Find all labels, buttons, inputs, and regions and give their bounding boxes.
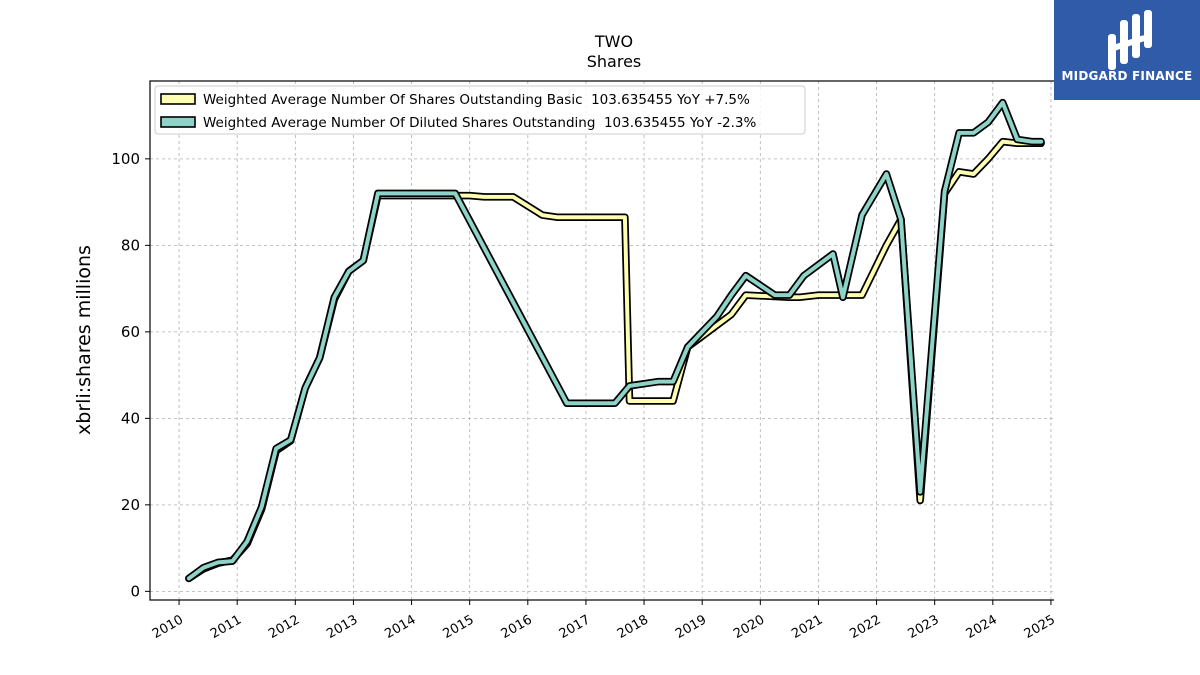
series-1 — [185, 98, 1045, 583]
x-tick-label: 2012 — [266, 612, 302, 642]
x-tick-label: 2014 — [382, 612, 418, 642]
y-tick-label: 40 — [121, 409, 140, 427]
shares-chart: TWO Shares 0 20 40 60 80 100 2010 2011 2012 2013… — [73, 32, 1054, 642]
legend-swatch-diluted — [160, 116, 196, 128]
x-tick-label: 2011 — [208, 612, 244, 642]
x-tick-label: 2016 — [499, 612, 535, 642]
y-tick-label: 0 — [130, 582, 140, 600]
legend-box — [154, 85, 806, 135]
x-tick-label: 2022 — [847, 612, 883, 642]
y-tick-label: 20 — [121, 496, 140, 514]
brand-logo: MIDGARD FINANCE — [1054, 0, 1200, 100]
y-axis-label: xbrli:shares millions — [73, 245, 95, 435]
legend-label-basic: Weighted Average Number Of Shares Outsta… — [203, 92, 750, 108]
x-tick-label: 2023 — [906, 612, 942, 642]
x-tick-label: 2021 — [789, 612, 825, 642]
logo-text: MIDGARD FINANCE — [1061, 69, 1193, 83]
y-axis-ticks: 0 20 40 60 80 100 — [111, 150, 150, 600]
x-tick-label: 2015 — [441, 612, 477, 642]
series-lines — [185, 98, 1045, 583]
x-tick-label: 2010 — [150, 612, 186, 642]
legend-label-diluted: Weighted Average Number Of Diluted Share… — [203, 115, 756, 131]
x-tick-label: 2018 — [615, 612, 651, 642]
x-tick-label: 2024 — [964, 612, 1000, 642]
plot-frame — [149, 80, 1054, 601]
x-tick-label: 2020 — [731, 612, 767, 642]
x-tick-label: 2025 — [1022, 612, 1054, 642]
series-line — [186, 100, 1044, 581]
x-tick-label: 2019 — [673, 612, 709, 642]
legend-swatch-basic — [160, 93, 196, 105]
legend: Weighted Average Number Of Shares Outsta… — [154, 85, 806, 135]
y-tick-label: 60 — [121, 323, 140, 341]
y-tick-label: 100 — [111, 150, 140, 168]
midgard-logo-icon — [1108, 10, 1152, 70]
grid-lines — [150, 81, 1054, 600]
chart-subtitle: Shares — [587, 52, 642, 71]
series-outline — [185, 98, 1045, 583]
x-axis-ticks: 2010 2011 2012 2013 2014 2015 2016 2017 2018 2019… — [150, 600, 1054, 642]
x-tick-label: 2017 — [557, 612, 593, 642]
chart-title: TWO — [594, 32, 633, 51]
x-tick-label: 2013 — [324, 612, 360, 642]
y-tick-label: 80 — [121, 236, 140, 254]
